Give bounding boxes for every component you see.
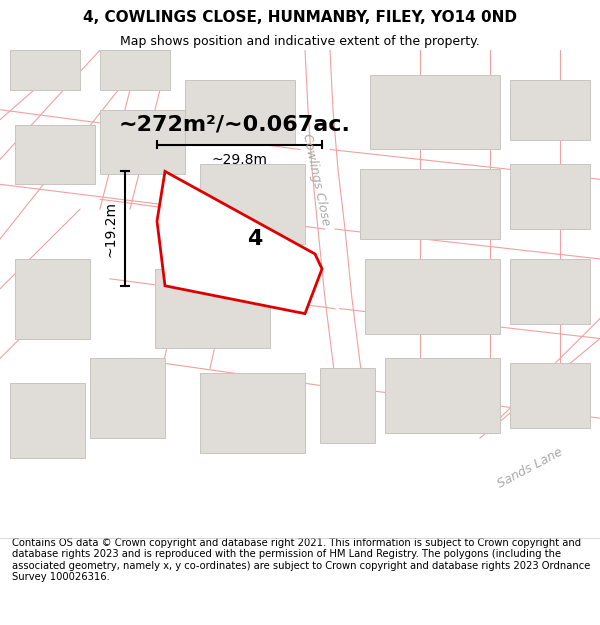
Polygon shape [510, 164, 590, 229]
Text: Map shows position and indicative extent of the property.: Map shows position and indicative extent… [120, 35, 480, 48]
Polygon shape [15, 124, 95, 184]
Text: Contains OS data © Crown copyright and database right 2021. This information is : Contains OS data © Crown copyright and d… [12, 538, 590, 582]
Polygon shape [365, 259, 500, 334]
Polygon shape [100, 110, 185, 174]
Polygon shape [510, 80, 590, 139]
Polygon shape [90, 358, 165, 438]
Polygon shape [510, 363, 590, 428]
Polygon shape [385, 358, 500, 433]
Polygon shape [200, 164, 305, 244]
Polygon shape [100, 50, 170, 90]
Text: 4, COWLINGS CLOSE, HUNMANBY, FILEY, YO14 0ND: 4, COWLINGS CLOSE, HUNMANBY, FILEY, YO14… [83, 10, 517, 25]
Polygon shape [155, 269, 270, 349]
Text: 4: 4 [247, 229, 263, 249]
Polygon shape [360, 169, 500, 239]
Polygon shape [320, 368, 375, 443]
Polygon shape [10, 383, 85, 458]
Text: Sands Lane: Sands Lane [495, 445, 565, 491]
Polygon shape [10, 50, 80, 90]
Polygon shape [157, 171, 322, 314]
Text: ~272m²/~0.067ac.: ~272m²/~0.067ac. [119, 114, 351, 134]
Polygon shape [200, 373, 305, 453]
Polygon shape [370, 75, 500, 149]
Text: ~29.8m: ~29.8m [212, 153, 268, 168]
Text: ~19.2m: ~19.2m [104, 201, 118, 257]
Polygon shape [510, 259, 590, 324]
Polygon shape [15, 259, 90, 339]
Text: Cowlings Close: Cowlings Close [300, 132, 332, 227]
Polygon shape [185, 80, 295, 144]
